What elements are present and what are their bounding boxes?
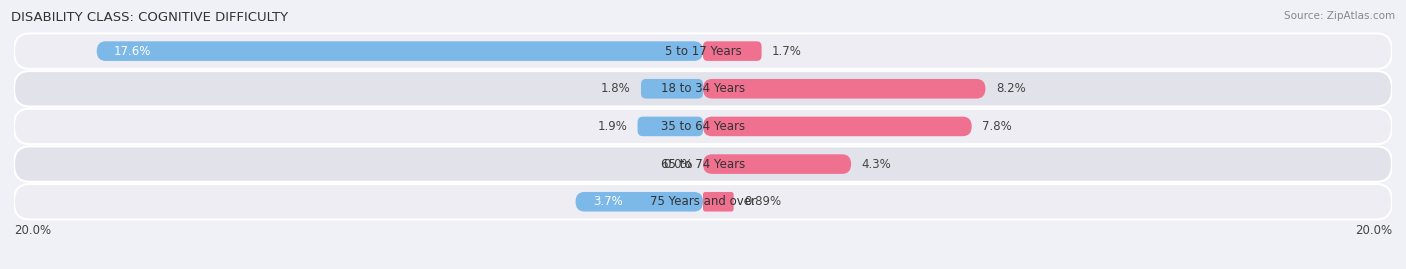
FancyBboxPatch shape xyxy=(703,192,734,211)
Text: 7.8%: 7.8% xyxy=(981,120,1012,133)
Text: 1.7%: 1.7% xyxy=(772,45,801,58)
Text: 75 Years and over: 75 Years and over xyxy=(650,195,756,208)
FancyBboxPatch shape xyxy=(703,41,762,61)
Text: 17.6%: 17.6% xyxy=(114,45,152,58)
Text: 18 to 34 Years: 18 to 34 Years xyxy=(661,82,745,95)
Text: DISABILITY CLASS: COGNITIVE DIFFICULTY: DISABILITY CLASS: COGNITIVE DIFFICULTY xyxy=(11,11,288,24)
FancyBboxPatch shape xyxy=(703,79,986,98)
FancyBboxPatch shape xyxy=(97,41,703,61)
FancyBboxPatch shape xyxy=(14,184,1392,220)
Text: 8.2%: 8.2% xyxy=(995,82,1025,95)
Text: Source: ZipAtlas.com: Source: ZipAtlas.com xyxy=(1284,11,1395,21)
Text: 5 to 17 Years: 5 to 17 Years xyxy=(665,45,741,58)
Legend: Male, Female: Male, Female xyxy=(634,264,772,269)
Text: 65 to 74 Years: 65 to 74 Years xyxy=(661,158,745,171)
Text: 4.3%: 4.3% xyxy=(862,158,891,171)
FancyBboxPatch shape xyxy=(14,71,1392,107)
Text: 20.0%: 20.0% xyxy=(1355,224,1392,237)
Text: 0.0%: 0.0% xyxy=(664,158,693,171)
Text: 1.9%: 1.9% xyxy=(598,120,627,133)
Text: 20.0%: 20.0% xyxy=(14,224,51,237)
FancyBboxPatch shape xyxy=(14,33,1392,69)
Text: 3.7%: 3.7% xyxy=(593,195,623,208)
FancyBboxPatch shape xyxy=(14,146,1392,182)
Text: 0.89%: 0.89% xyxy=(744,195,782,208)
Text: 35 to 64 Years: 35 to 64 Years xyxy=(661,120,745,133)
FancyBboxPatch shape xyxy=(703,117,972,136)
FancyBboxPatch shape xyxy=(703,154,851,174)
FancyBboxPatch shape xyxy=(14,109,1392,144)
FancyBboxPatch shape xyxy=(641,79,703,98)
FancyBboxPatch shape xyxy=(637,117,703,136)
Text: 1.8%: 1.8% xyxy=(600,82,631,95)
FancyBboxPatch shape xyxy=(575,192,703,211)
